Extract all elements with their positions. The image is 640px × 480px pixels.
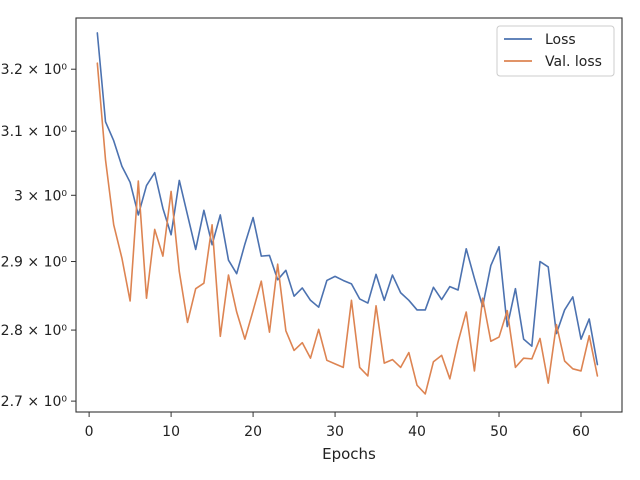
legend: Loss Val. loss [496,25,615,77]
x-tick-label: 10 [162,424,180,440]
series-line-1 [96,32,599,366]
x-tick-label: 50 [490,424,508,440]
series-line-2 [96,62,599,395]
y-tick-label: 3.2 × 10⁰ [1,62,68,78]
x-axis-title: Epochs [322,445,376,463]
y-tick-label: 3 × 10⁰ [14,188,67,204]
legend-label-1: Loss [545,32,576,48]
x-tick-label: 20 [244,424,262,440]
y-tick-label: 3.1 × 10⁰ [1,124,68,140]
y-tick-label: 2.9 × 10⁰ [1,255,68,271]
x-tick-label: 30 [326,424,344,440]
y-tick-label: 2.8 × 10⁰ [1,323,68,339]
series-layer [96,32,599,395]
legend-label-2: Val. loss [545,54,602,70]
x-tick-label: 40 [408,424,426,440]
y-tick-label: 2.7 × 10⁰ [1,394,68,410]
x-tick-label: 60 [572,424,590,440]
x-tick-label: 0 [85,424,94,440]
plot-frame [75,17,623,413]
axes-layer: 0 10 20 30 40 50 60 2.7 × 10⁰ 2.8 × 10⁰ 2.9 × 10⁰… [1,17,623,440]
